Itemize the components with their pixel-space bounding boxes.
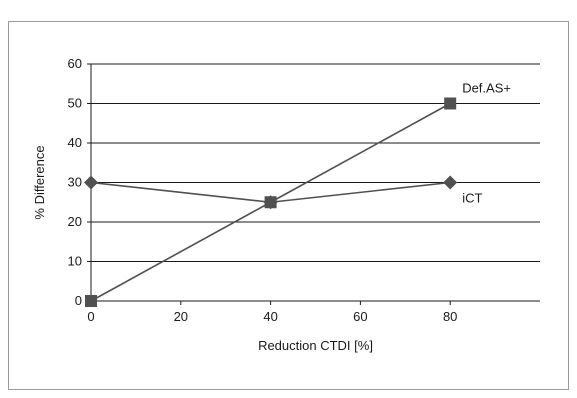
data-point-ict <box>84 175 98 190</box>
data-point-ict <box>443 175 458 190</box>
x-axis-title: Reduction CTDI [%] <box>258 338 373 353</box>
series-label-ict: iCT <box>462 191 482 206</box>
x-tick-label: 80 <box>443 309 457 324</box>
x-tick-label: 60 <box>353 309 367 324</box>
data-point-ict <box>263 195 278 210</box>
x-tick-label: 40 <box>263 309 277 324</box>
series-ict: iCT <box>84 175 482 210</box>
y-tick-label: 50 <box>68 96 82 111</box>
ticks: 0 10 20 30 40 50 60 0 20 40 60 80 <box>68 56 458 324</box>
data-point-def-as <box>85 295 97 307</box>
y-tick-label: 40 <box>68 135 82 150</box>
series-label-def-as: Def.AS+ <box>462 81 511 96</box>
y-tick-label: 0 <box>75 293 82 308</box>
x-tick-label: 20 <box>174 309 188 324</box>
series: Def.AS+ iCT <box>84 81 511 307</box>
y-axis-title: % Difference <box>32 145 47 219</box>
series-def-as: Def.AS+ <box>85 81 511 307</box>
chart-frame <box>8 21 569 390</box>
y-tick-label: 60 <box>68 56 82 71</box>
gridlines <box>91 63 540 262</box>
y-tick-label: 20 <box>68 214 82 229</box>
y-tick-label: 10 <box>68 254 82 269</box>
y-tick-label: 30 <box>68 175 82 190</box>
x-tick-label: 0 <box>87 309 94 324</box>
data-point-def-as <box>444 97 457 110</box>
